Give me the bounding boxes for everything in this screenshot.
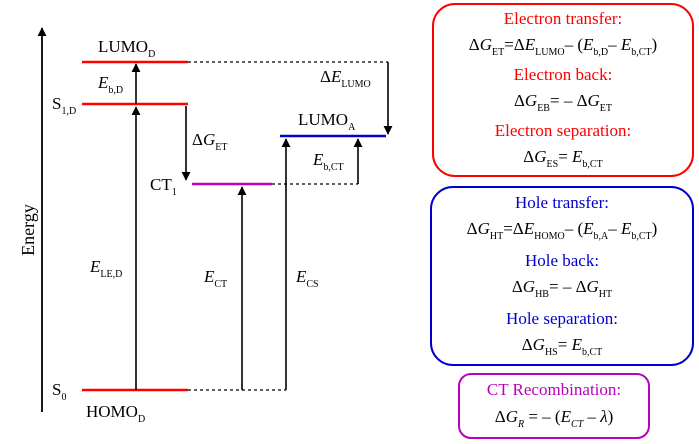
hole-separation-equation: ΔGHS= Eb,CT <box>522 335 603 358</box>
ct-recombination-box <box>458 373 650 439</box>
eb-ct-label: Eb,CT <box>312 150 344 173</box>
ct-recombination-heading: CT Recombination: <box>487 380 621 399</box>
hole-transfer-equation: ΔGHT=ΔEHOMO– (Eb,A– Eb,CT) <box>467 219 658 242</box>
electron-separation-equation: ΔGES= Eb,CT <box>523 147 602 170</box>
hole-back-equation: ΔGHB= – ΔGHT <box>512 277 612 300</box>
lumo-d-label: LUMOD <box>98 37 155 60</box>
e-le-d-label: ELE,D <box>89 257 122 280</box>
ct-recombination-equation: ΔGR = – (ECT – λ) <box>495 407 614 430</box>
hole-back-heading: Hole back: <box>525 251 599 270</box>
ct1-label: CT1 <box>150 175 177 198</box>
dg-et-label: ΔGET <box>192 130 227 153</box>
lumo-a-label: LUMOA <box>298 110 356 133</box>
electron-separation-heading: Electron separation: <box>495 121 631 140</box>
electron-transfer-equation: ΔGET=ΔELUMO– (Eb,D– Eb,CT) <box>469 35 657 58</box>
hole-transfer-heading: Hole transfer: <box>515 193 609 212</box>
s1-d-label: S1,D <box>52 94 76 117</box>
electron-back-equation: ΔGEB= – ΔGET <box>514 91 612 114</box>
electron-transfer-heading: Electron transfer: <box>504 9 622 28</box>
hole-box <box>430 186 694 366</box>
s0-label: S0 <box>52 380 66 403</box>
homo-d-label: HOMOD <box>86 402 145 425</box>
hole-separation-heading: Hole separation: <box>506 309 618 328</box>
eb-d-label: Eb,D <box>97 73 123 96</box>
electron-back-heading: Electron back: <box>514 65 613 84</box>
energy-axis-label: Energy <box>18 204 38 256</box>
e-ct-label: ECT <box>203 267 227 290</box>
electron-box <box>432 3 694 177</box>
de-lumo-label: ΔELUMO <box>320 67 371 90</box>
e-cs-label: ECS <box>295 267 319 290</box>
